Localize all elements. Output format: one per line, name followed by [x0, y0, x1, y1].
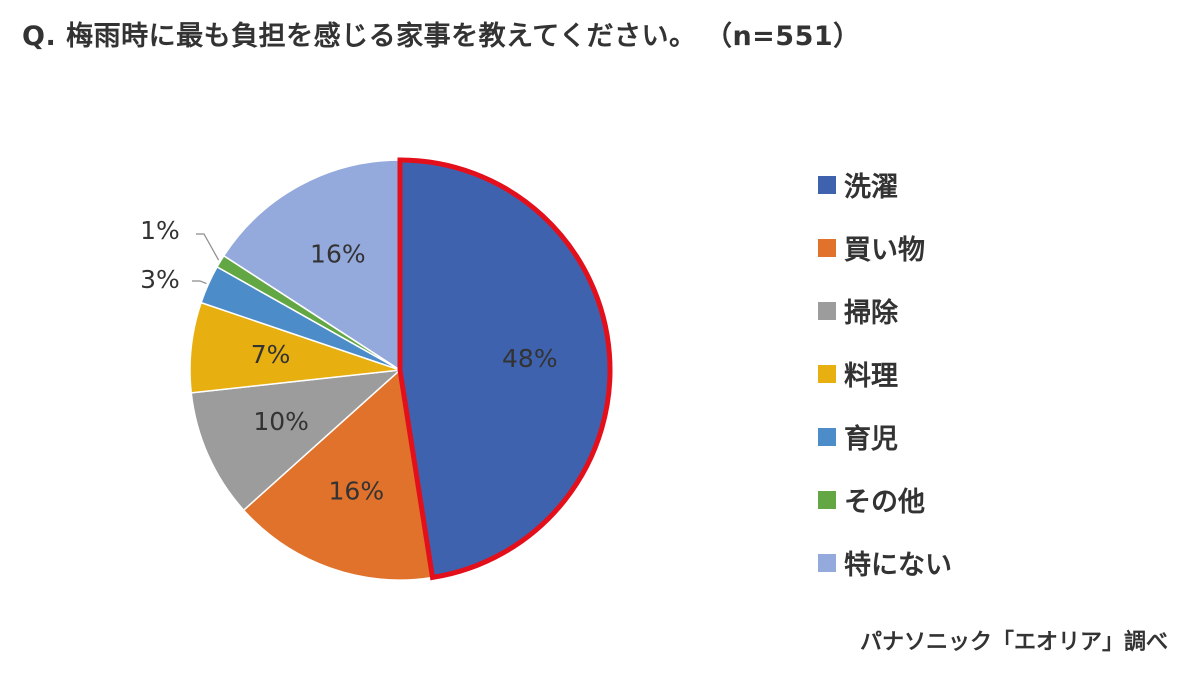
- data-label-5: 1%: [140, 216, 180, 245]
- legend-label: 買い物: [844, 235, 925, 266]
- data-labels: 48% 16% 10% 7% 3% 1% 16%: [140, 216, 557, 506]
- pie-slices: [189, 159, 611, 581]
- legend-item-1: 買い物: [818, 216, 952, 279]
- legend-label: 洗濯: [844, 172, 898, 203]
- legend-label: 掃除: [844, 298, 898, 329]
- data-label-0: 48%: [502, 344, 558, 373]
- legend-swatch: [818, 364, 836, 383]
- legend-item-2: 掃除: [818, 279, 952, 342]
- highlight-layer: [397, 157, 613, 581]
- pie-slice-1: [242, 368, 434, 581]
- legend-swatch: [818, 490, 836, 509]
- leader-line-4: [192, 280, 207, 285]
- data-label-3: 7%: [251, 340, 291, 369]
- legend-label: その他: [844, 487, 925, 518]
- leader-line-5: [196, 233, 220, 261]
- highlight-outline: [397, 157, 613, 581]
- data-label-1: 16%: [329, 477, 385, 506]
- chart-legend: 洗濯買い物掃除料理育児その他特にない: [818, 153, 952, 594]
- legend-swatch: [818, 175, 836, 194]
- chart-title: Q. 梅雨時に最も負担を感じる家事を教えてください。 （n=551）: [22, 14, 861, 53]
- pie-slice-6: [222, 159, 401, 372]
- data-label-4: 3%: [140, 265, 180, 294]
- source-note: パナソニック「エオリア」調べ: [859, 630, 1168, 655]
- sample-size: （n=551）: [718, 21, 861, 52]
- legend-item-3: 料理: [818, 342, 952, 405]
- legend-swatch: [818, 238, 836, 257]
- legend-swatch: [818, 553, 836, 572]
- data-label-2: 10%: [253, 407, 309, 436]
- leader-lines: [192, 233, 220, 285]
- legend-item-5: その他: [818, 468, 952, 531]
- question-text: Q. 梅雨時に最も負担を感じる家事を教えてください。: [22, 21, 697, 52]
- legend-label: 料理: [844, 361, 898, 392]
- legend-label: 特にない: [844, 550, 952, 581]
- legend-swatch: [818, 301, 836, 320]
- legend-label: 育児: [844, 424, 898, 455]
- legend-item-6: 特にない: [818, 531, 952, 594]
- legend-item-0: 洗濯: [818, 153, 952, 216]
- legend-item-4: 育児: [818, 405, 952, 468]
- pie-slice-2: [190, 369, 403, 512]
- data-label-6: 16%: [310, 240, 366, 269]
- legend-swatch: [818, 427, 836, 446]
